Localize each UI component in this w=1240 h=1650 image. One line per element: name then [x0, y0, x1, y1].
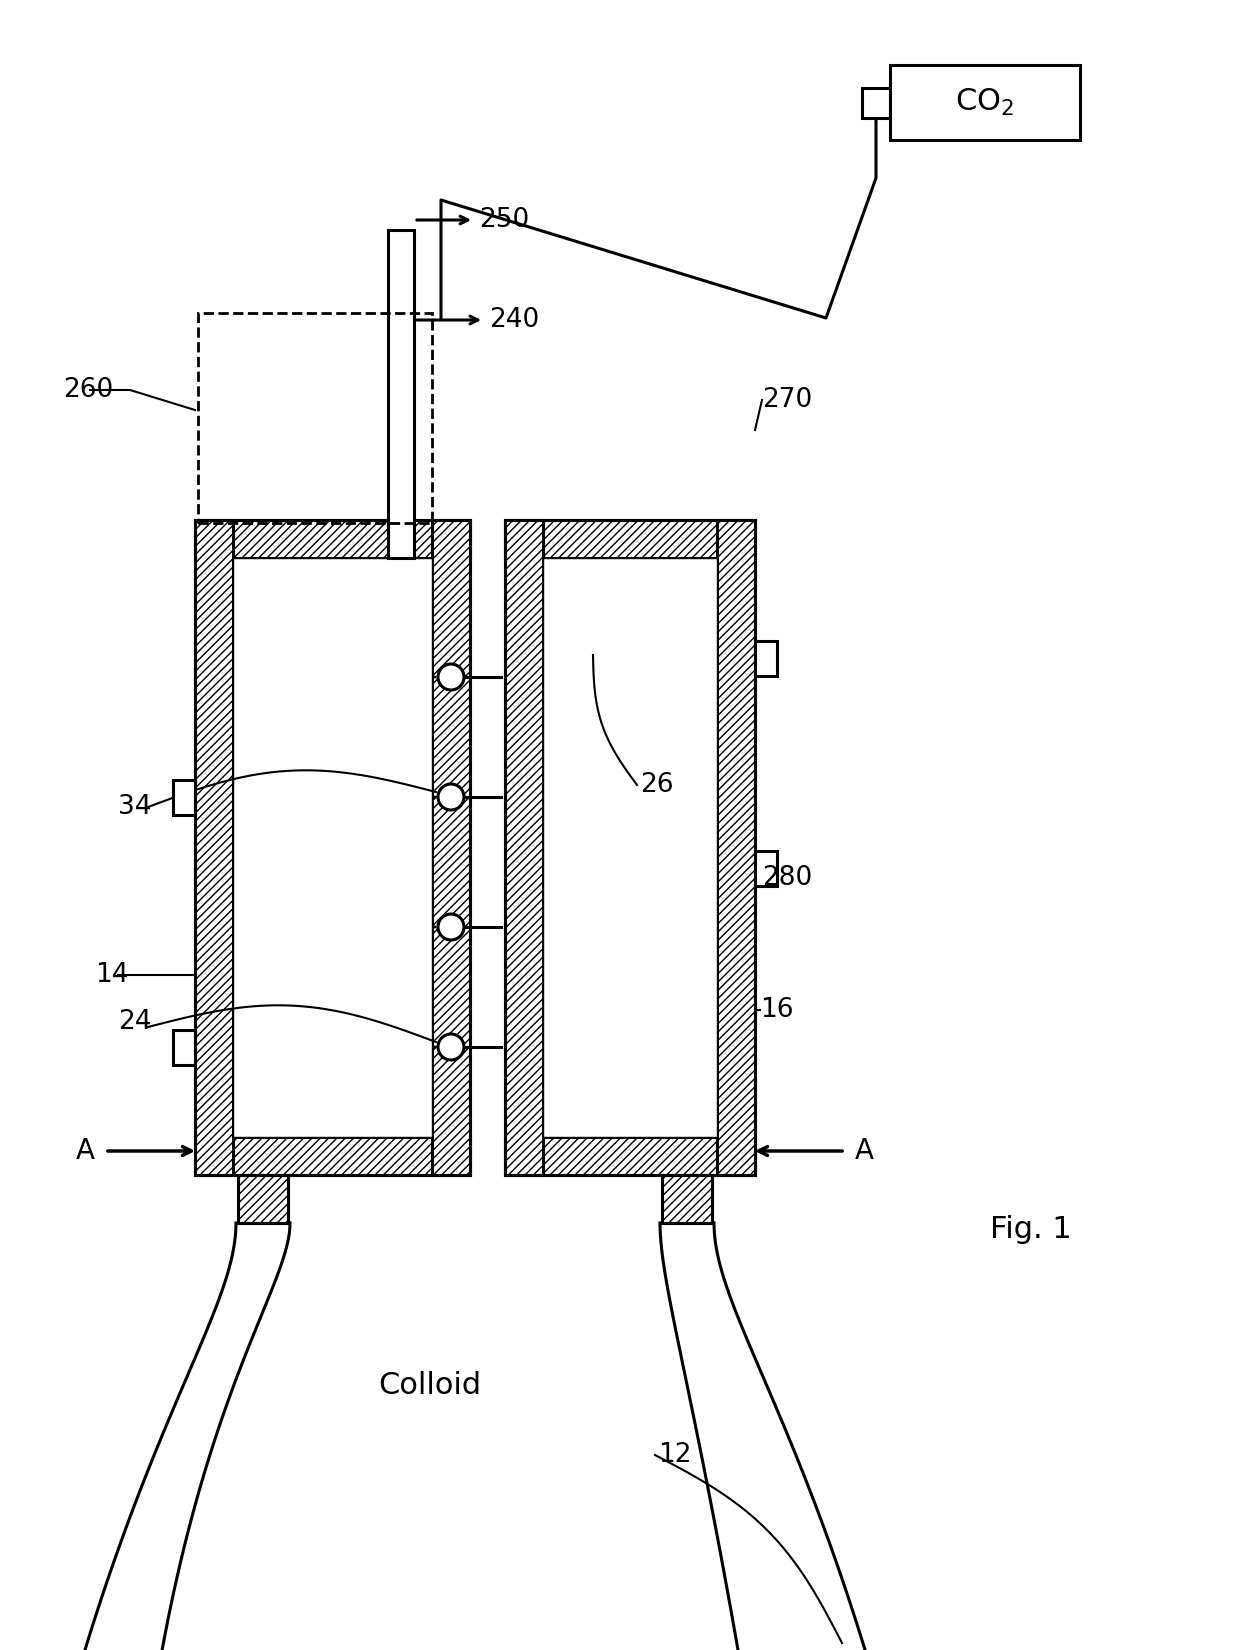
Text: 14: 14 [95, 962, 129, 988]
Circle shape [438, 1035, 464, 1059]
Bar [174, 779, 195, 815]
Bar [174, 1030, 195, 1064]
Bar [755, 850, 777, 886]
Bar [662, 1175, 712, 1223]
Bar [198, 314, 432, 523]
Text: 280: 280 [763, 865, 812, 891]
Bar [862, 87, 890, 119]
Text: 260: 260 [63, 376, 113, 403]
Text: 250: 250 [479, 206, 529, 233]
Circle shape [438, 784, 464, 810]
Bar [432, 520, 470, 1175]
Bar [543, 558, 717, 1137]
Bar [505, 520, 543, 1175]
Bar [195, 520, 233, 1175]
Text: Fig. 1: Fig. 1 [990, 1216, 1071, 1244]
Bar [505, 520, 755, 558]
Bar [233, 558, 432, 1137]
Bar [890, 64, 1080, 140]
Bar [755, 640, 777, 675]
Bar [388, 229, 414, 558]
Bar [195, 520, 470, 1175]
Bar [505, 1137, 755, 1175]
Text: 26: 26 [640, 772, 673, 799]
Bar [195, 1137, 470, 1175]
Text: Colloid: Colloid [378, 1371, 481, 1399]
Bar [662, 1175, 712, 1223]
Bar [195, 520, 470, 558]
Text: CO$_2$: CO$_2$ [956, 87, 1014, 119]
Bar [238, 1175, 288, 1223]
Bar [238, 1175, 288, 1223]
Text: 24: 24 [118, 1010, 151, 1035]
Circle shape [438, 663, 464, 690]
Text: 34: 34 [118, 794, 151, 820]
Text: 240: 240 [489, 307, 539, 333]
Text: A: A [76, 1137, 95, 1165]
Text: 16: 16 [760, 997, 794, 1023]
Text: 270: 270 [763, 388, 812, 412]
Bar [717, 520, 755, 1175]
Circle shape [438, 914, 464, 940]
Bar [505, 520, 755, 1175]
Text: A: A [856, 1137, 874, 1165]
Text: 12: 12 [658, 1442, 692, 1468]
